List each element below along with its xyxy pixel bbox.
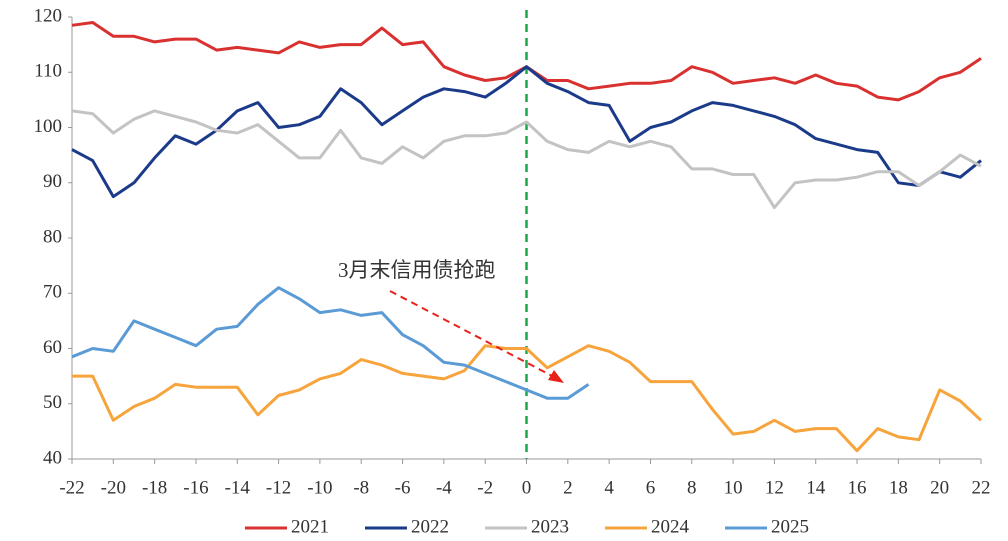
- series-line: [72, 344, 983, 453]
- series-line: [71, 65, 982, 199]
- x-tick-label: -10: [307, 477, 332, 498]
- y-tick-label: 80: [43, 226, 62, 247]
- series-line: [71, 109, 982, 210]
- annotation: 3月末信用债抢跑: [338, 258, 496, 282]
- x-tick-label: -20: [101, 477, 126, 498]
- x-tick-label: 20: [930, 477, 949, 498]
- legend-label: 2022: [411, 516, 449, 537]
- y-tick-label: 90: [43, 171, 62, 192]
- x-tick-label: 6: [646, 477, 656, 498]
- legend-label: 2021: [291, 516, 329, 537]
- x-tick-label: -14: [225, 477, 251, 498]
- x-tick-label: 0: [522, 477, 532, 498]
- y-tick-label: 70: [43, 282, 62, 303]
- x-tick-label: 16: [848, 477, 867, 498]
- series-line: [71, 286, 590, 400]
- x-tick-label: -22: [59, 477, 84, 498]
- y-tick-label: 120: [34, 5, 63, 26]
- x-tick-label: 4: [604, 477, 614, 498]
- x-tick-label: -2: [477, 477, 493, 498]
- x-tick-label: -4: [436, 477, 452, 498]
- annotation-arrow: [389, 290, 557, 379]
- y-tick-label: 50: [43, 392, 62, 413]
- annotation-arrowhead: [548, 370, 564, 383]
- x-tick-label: 18: [889, 477, 908, 498]
- x-tick-label: 12: [765, 477, 784, 498]
- legend-label: 2023: [531, 516, 569, 537]
- legend-label: 2025: [771, 516, 809, 537]
- y-tick-label: 60: [43, 337, 62, 358]
- x-tick-label: 8: [687, 477, 697, 498]
- y-tick-label: 100: [34, 116, 63, 137]
- y-tick-label: 110: [34, 61, 62, 82]
- x-tick-label: -6: [395, 477, 411, 498]
- legend-label: 2024: [651, 516, 690, 537]
- series-line: [71, 21, 982, 102]
- x-tick-label: -12: [266, 477, 291, 498]
- x-tick-label: 22: [972, 477, 991, 498]
- x-tick-label: -8: [353, 477, 369, 498]
- x-tick-label: 10: [724, 477, 743, 498]
- x-tick-label: -16: [183, 477, 208, 498]
- x-tick-label: -18: [142, 477, 167, 498]
- x-tick-label: 14: [806, 477, 826, 498]
- y-tick-label: 40: [43, 447, 62, 468]
- x-tick-label: 2: [563, 477, 573, 498]
